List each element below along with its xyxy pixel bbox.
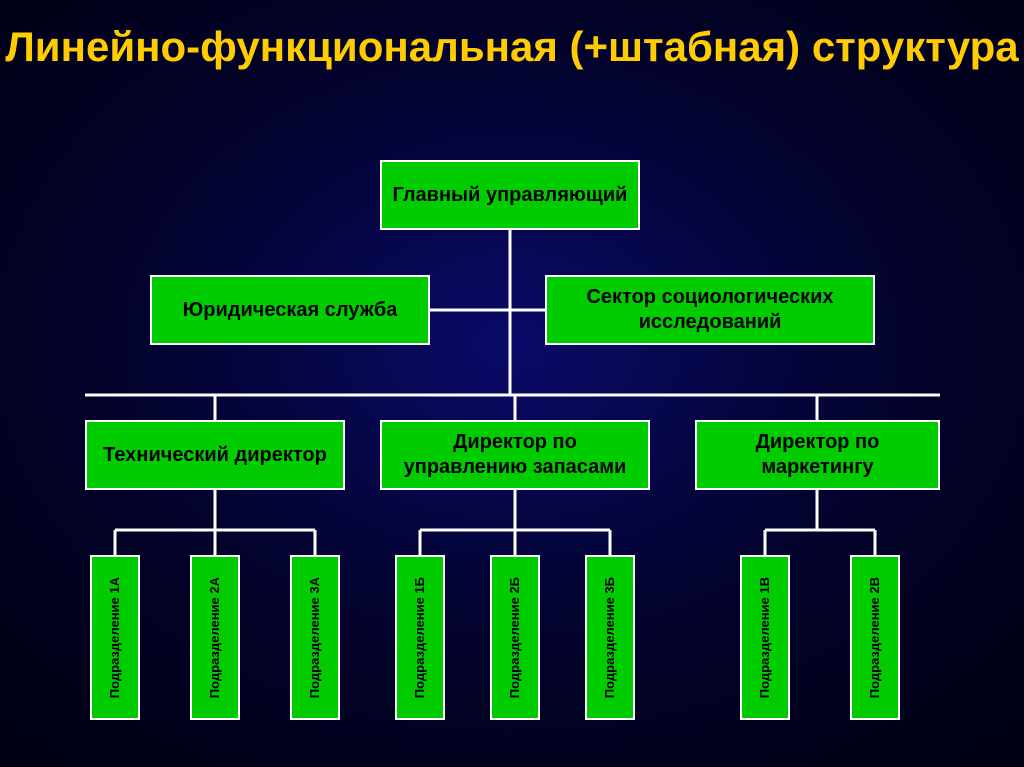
node-label: Подразделение 2Б <box>508 577 523 698</box>
node-sub-3a: Подразделение 3А <box>290 555 340 720</box>
node-label: Подразделение 1Б <box>413 577 428 698</box>
node-staff-socio: Сектор социологических исследований <box>545 275 875 345</box>
node-label: Сектор социологических исследований <box>555 285 865 335</box>
node-label: Подразделение 3А <box>308 577 323 698</box>
node-label: Подразделение 2А <box>208 577 223 698</box>
node-root: Главный управляющий <box>380 160 640 230</box>
node-label: Директор по маркетингу <box>705 430 930 480</box>
node-sub-2v: Подразделение 2В <box>850 555 900 720</box>
node-dir-tech: Технический директор <box>85 420 345 490</box>
node-label: Главный управляющий <box>393 183 628 208</box>
node-sub-2a: Подразделение 2А <box>190 555 240 720</box>
node-sub-1v: Подразделение 1В <box>740 555 790 720</box>
node-sub-3b: Подразделение 3Б <box>585 555 635 720</box>
node-sub-1a: Подразделение 1А <box>90 555 140 720</box>
node-label: Подразделение 1В <box>758 577 773 698</box>
slide-title: Линейно-функциональная (+штабная) структ… <box>0 0 1024 72</box>
node-label: Технический директор <box>103 443 327 468</box>
node-label: Директор по управлению запасами <box>390 430 640 480</box>
node-dir-market: Директор по маркетингу <box>695 420 940 490</box>
node-label: Подразделение 1А <box>108 577 123 698</box>
node-dir-stock: Директор по управлению запасами <box>380 420 650 490</box>
node-staff-legal: Юридическая служба <box>150 275 430 345</box>
node-label: Юридическая служба <box>183 298 398 323</box>
node-sub-2b: Подразделение 2Б <box>490 555 540 720</box>
node-label: Подразделение 2В <box>868 577 883 698</box>
node-sub-1b: Подразделение 1Б <box>395 555 445 720</box>
node-label: Подразделение 3Б <box>603 577 618 698</box>
